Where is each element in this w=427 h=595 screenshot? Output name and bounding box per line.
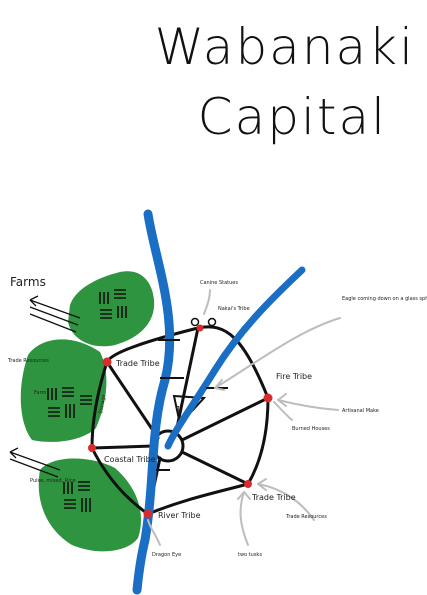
node-nakai-tribe[interactable] <box>196 324 204 332</box>
eagle-note-label: Eagle coming down on a glass sphere <box>342 296 427 302</box>
artisanal-make-label: Artisanal Make <box>342 408 379 414</box>
node-river-tribe[interactable] <box>143 509 153 519</box>
node-trade-tribe-left[interactable] <box>102 357 112 367</box>
trade-resources-right-label: Trade Resources <box>285 514 327 520</box>
trade-resources-left-label: Trade Resources <box>7 358 49 364</box>
crop-hatching <box>47 289 127 512</box>
node-trade-tribe-right[interactable] <box>244 480 252 488</box>
storage-label: Storage <box>98 394 107 414</box>
node-coastal-tribe[interactable] <box>88 444 96 452</box>
river-tribe-label: River Tribe <box>158 511 201 520</box>
main-river <box>132 209 175 595</box>
map-title-line-2: Capital <box>197 88 387 146</box>
coastal-tribe-label: Coastal Tribe <box>104 455 156 464</box>
dragon-eye-label: Dragon Eye <box>152 552 181 558</box>
trade-tribe-right-label: Trade Tribe <box>251 493 296 502</box>
burned-houses-label: Burned Houses <box>292 426 330 432</box>
canine-statues-label: Canine Statues <box>200 280 238 286</box>
nakai-tribe-label: Nakai's Tribe <box>218 306 250 312</box>
farm-mid-label: Farm <box>34 390 46 396</box>
farms-label: Farms <box>10 275 46 289</box>
annotation-arrows <box>147 289 341 546</box>
monument-number: 1 <box>176 405 181 414</box>
farm-low-label: Pulse, mixed, Rice <box>30 478 76 484</box>
fire-tribe-label: Fire Tribe <box>276 372 312 381</box>
tribe-nodes <box>88 324 273 519</box>
trade-tribe-left-label: Trade Tribe <box>115 359 160 368</box>
two-tusks-label: two tusks <box>238 552 262 558</box>
tributary-river <box>164 266 306 450</box>
farm-field-middle <box>20 339 107 442</box>
bridges <box>156 339 228 471</box>
farm-arrows <box>9 295 81 478</box>
farm-field-top <box>68 271 155 347</box>
canine-statues <box>190 317 217 327</box>
node-fire-tribe[interactable] <box>263 393 273 403</box>
map-title-line-1: Wabanaki <box>154 18 415 76</box>
